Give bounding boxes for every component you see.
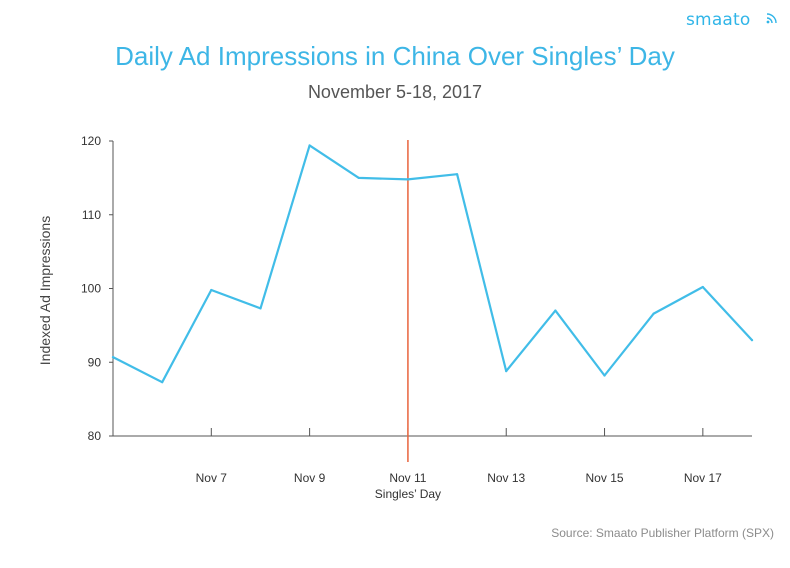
data-point [161, 381, 164, 384]
y-tick-label: 120 [81, 134, 101, 148]
x-tick-label: Nov 13 [487, 471, 525, 485]
brand-logo: smaato [686, 10, 786, 34]
data-point [210, 288, 213, 292]
logo-text: smaato [686, 10, 751, 30]
series-line [111, 144, 754, 384]
y-tick-label: 110 [82, 208, 101, 222]
x-tick-label: Nov 9 [294, 471, 326, 485]
annotation-label: Singles’ Day [375, 487, 441, 501]
data-point [652, 312, 655, 315]
y-tick-label: 100 [81, 282, 101, 296]
chart-title: Daily Ad Impressions in China Over Singl… [115, 41, 675, 71]
y-tick-label: 90 [88, 355, 102, 369]
chart-axes: 80 90 100 110 120 Nov 7 Nov 9 Nov 11 Nov 13 Nov 1… [37, 134, 752, 485]
data-point [505, 370, 508, 373]
x-tick-label: Nov 11 [389, 471, 426, 485]
data-point [259, 307, 262, 310]
data-point [111, 355, 115, 359]
x-tick-label: Nov 7 [196, 471, 228, 485]
y-axis-label: Indexed Ad Impressions [37, 216, 53, 365]
y-tick-label: 80 [88, 429, 102, 443]
data-point [750, 339, 754, 342]
data-point [308, 144, 311, 147]
data-point [701, 285, 704, 289]
data-point [357, 176, 360, 179]
chart-subtitle: November 5-18, 2017 [307, 82, 483, 102]
source-note: Source: Smaato Publisher Platform (SPX) [551, 526, 774, 540]
signal-icon [766, 13, 777, 24]
x-tick-label: Nov 17 [684, 471, 722, 485]
chart-marks: Singles’ Day [111, 140, 754, 501]
data-point [406, 178, 410, 181]
data-point [554, 309, 557, 312]
data-point [603, 374, 606, 377]
x-tick-label: Nov 15 [586, 471, 624, 485]
data-point [455, 173, 459, 176]
